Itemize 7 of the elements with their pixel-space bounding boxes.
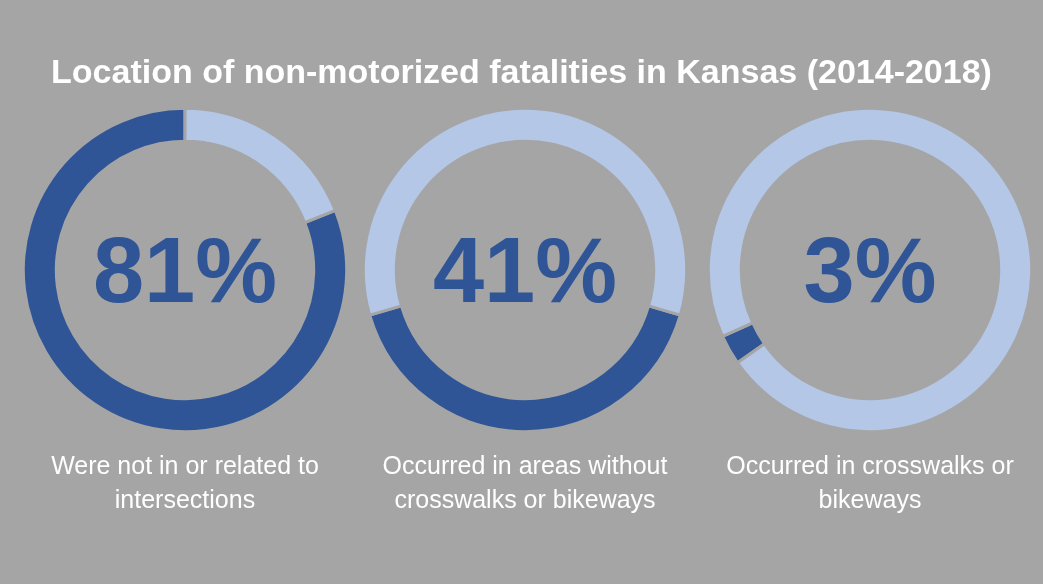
data-label: 81%: [92, 219, 278, 321]
text: Were not in or related to intersections: [50, 450, 320, 515]
text: Location of non-motorized fatalities in Kansas (2014-2018): [50, 52, 993, 91]
text: Occurred in crosswalks or bikeways: [725, 450, 1015, 515]
data-label: 41%: [432, 219, 618, 321]
text: Occurred in areas without crosswalks or bikeways: [381, 450, 669, 515]
data-label: 3%: [803, 219, 937, 321]
